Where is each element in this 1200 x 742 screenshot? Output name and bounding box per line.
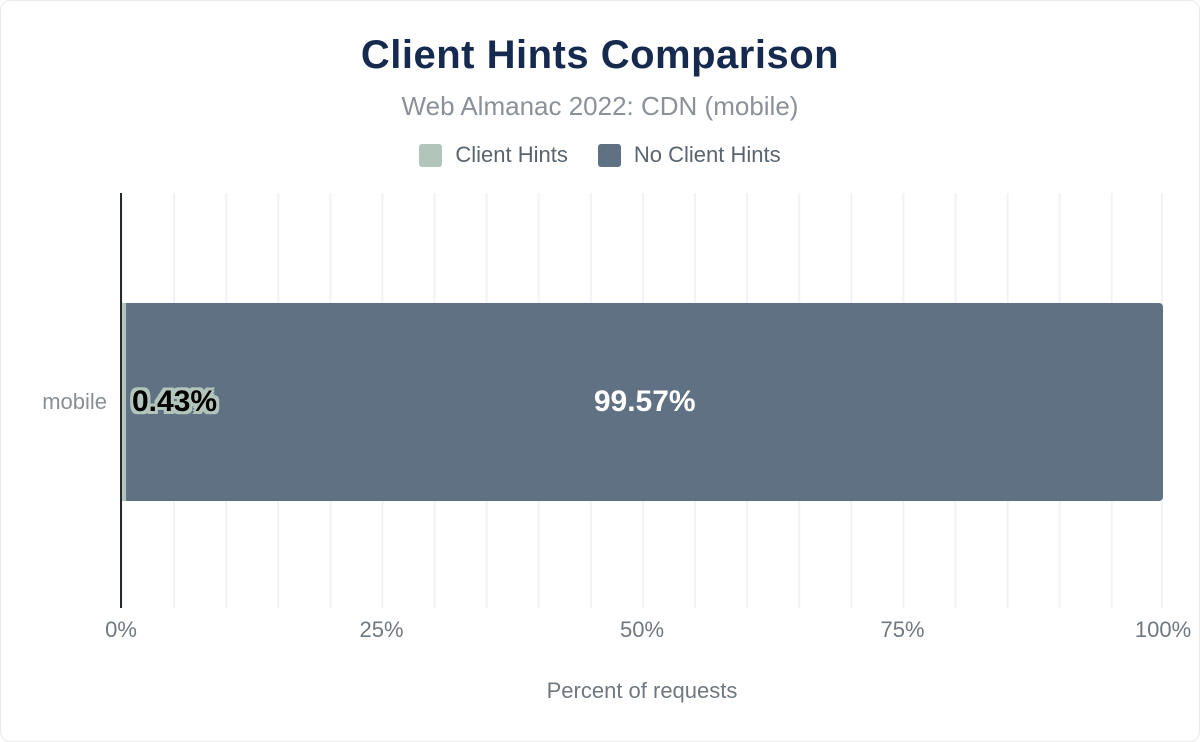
legend-swatch-no-client-hints [597,143,621,167]
value-label-client-hints: 0.43% [132,385,218,418]
y-axis-line [120,193,122,608]
x-tick-0: 0% [105,617,137,642]
x-tick-75: 75% [880,617,925,642]
legend-item-no-client-hints[interactable]: No Client Hints [597,142,781,168]
legend: Client Hints No Client Hints [1,142,1199,168]
chart-title: Client Hints Comparison [360,33,840,77]
bar-segment-no-client-hints[interactable]: 99.57% [126,303,1163,501]
x-tick-50: 50% [619,617,665,642]
legend-label: No Client Hints [633,142,781,167]
x-axis-ticks: 0% 25% 50% 75% 100% [105,617,1191,643]
legend-item-client-hints[interactable]: Client Hints [419,142,568,168]
x-tick-25: 25% [359,617,404,642]
chart-subtitle: Web Almanac 2022: CDN (mobile) [401,91,799,121]
legend-label: Client Hints [455,142,568,167]
bar-row: 99.57% 0.43% [122,303,1163,501]
value-label-no-client-hints: 99.57% [593,385,696,418]
x-axis-title: Percent of requests [546,678,738,703]
x-tick-100: 100% [1134,617,1192,642]
bar-segment-client-hints[interactable] [122,303,127,501]
category-label-mobile: mobile [42,389,107,414]
legend-swatch-client-hints [419,143,443,167]
